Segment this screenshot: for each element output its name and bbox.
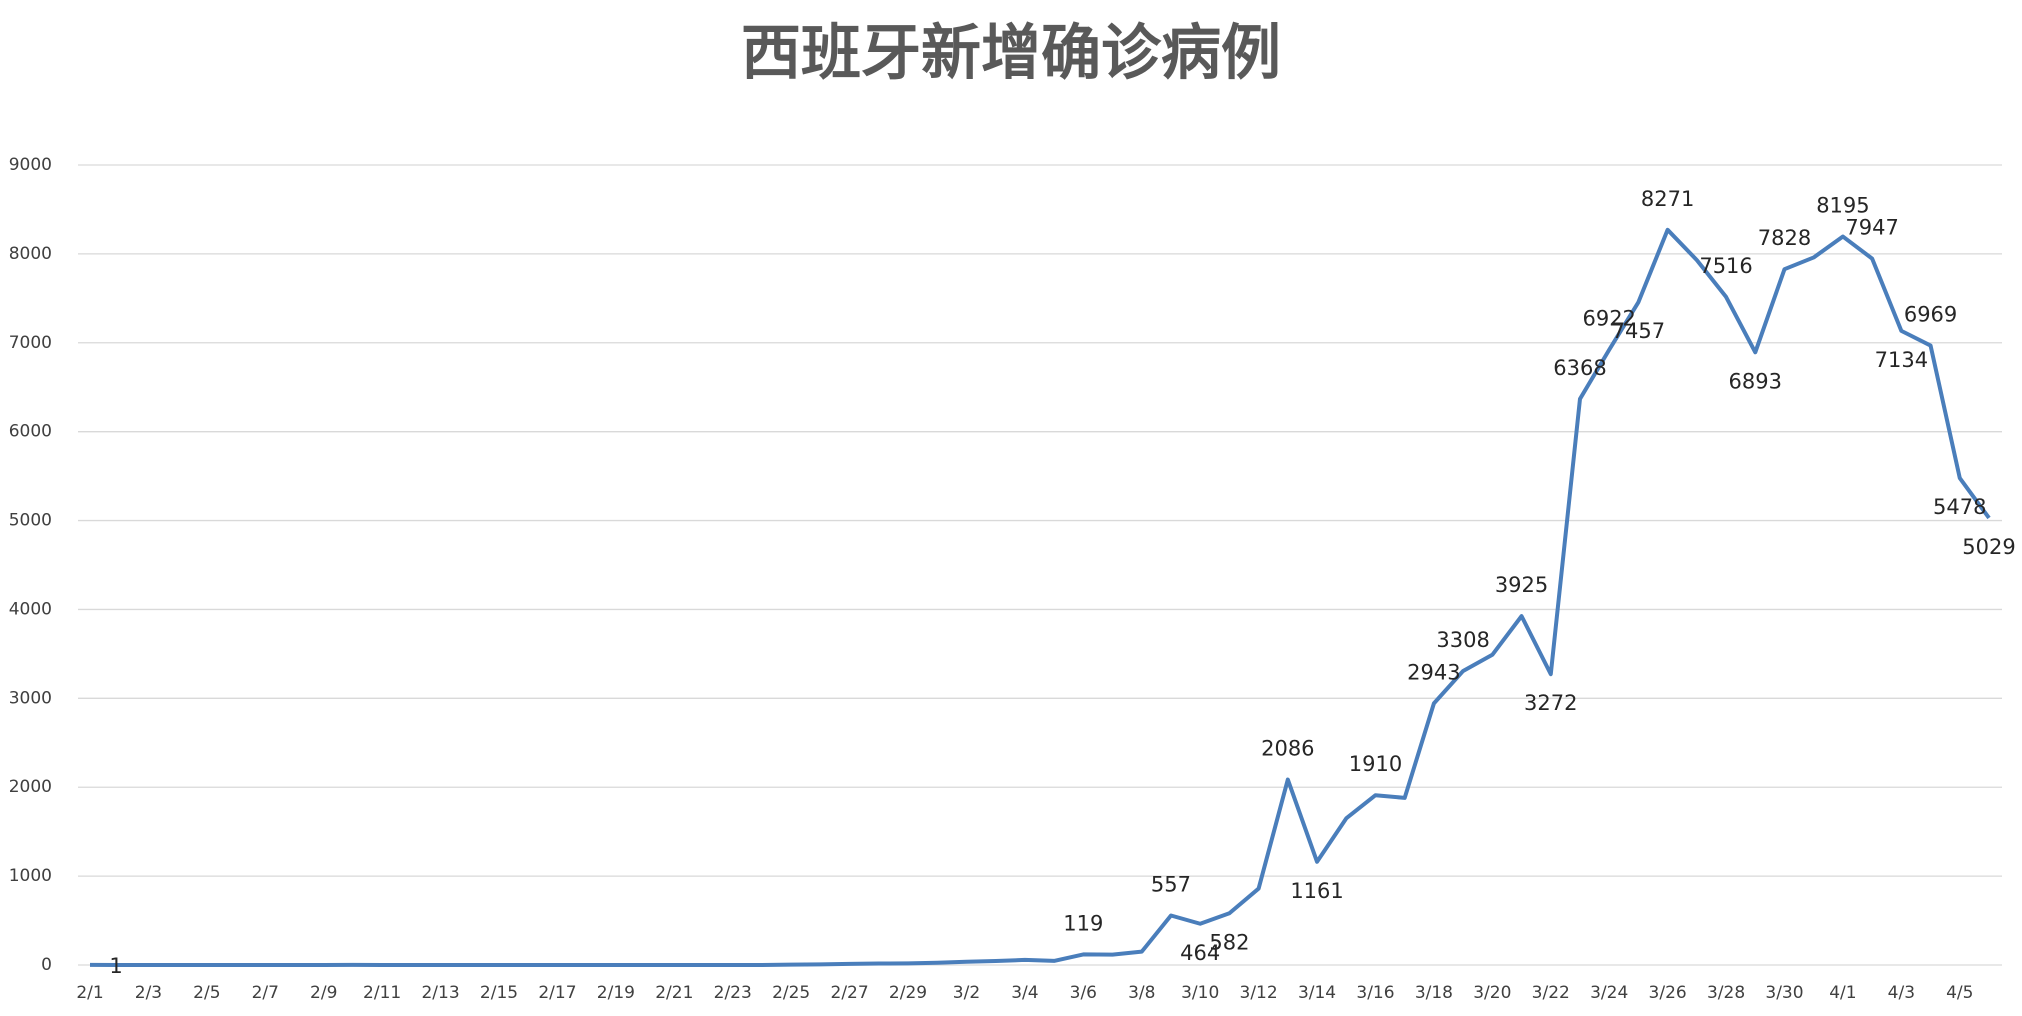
data-label: 5029 <box>1962 535 2015 559</box>
data-label: 6969 <box>1904 303 1957 327</box>
x-tick-label: 2/25 <box>772 983 810 1003</box>
x-tick-label: 3/8 <box>1128 983 1155 1003</box>
data-label: 464 <box>1180 941 1220 965</box>
y-tick-label: 8000 <box>9 244 52 264</box>
y-tick-label: 9000 <box>9 155 52 175</box>
data-label: 7516 <box>1699 254 1752 278</box>
data-label: 3272 <box>1524 691 1577 715</box>
x-tick-label: 2/15 <box>480 983 518 1003</box>
x-tick-label: 2/3 <box>135 983 162 1003</box>
x-tick-label: 3/22 <box>1532 983 1570 1003</box>
y-tick-label: 4000 <box>9 599 52 619</box>
y-tick-label: 0 <box>41 955 52 975</box>
data-label: 8195 <box>1816 194 1869 218</box>
data-label: 2086 <box>1261 737 1314 761</box>
data-line <box>89 227 1991 967</box>
data-label: 6368 <box>1553 356 1606 380</box>
x-tick-label: 3/24 <box>1590 983 1628 1003</box>
data-label: 582 <box>1209 930 1249 954</box>
x-tick-label: 3/28 <box>1707 983 1745 1003</box>
x-tick-label: 2/17 <box>538 983 576 1003</box>
data-label: 3925 <box>1495 573 1548 597</box>
x-tick-label: 2/5 <box>193 983 220 1003</box>
x-tick-label: 3/30 <box>1765 983 1803 1003</box>
x-tick-label: 4/5 <box>1946 983 1973 1003</box>
x-tick-label: 4/3 <box>1888 983 1915 1003</box>
x-tick-label: 3/14 <box>1298 983 1336 1003</box>
data-label: 1 <box>109 954 122 978</box>
x-tick-label: 2/23 <box>714 983 752 1003</box>
x-tick-label: 2/13 <box>421 983 459 1003</box>
x-tick-label: 4/1 <box>1829 983 1856 1003</box>
x-tick-label: 2/27 <box>831 983 869 1003</box>
x-tick-label: 2/11 <box>363 983 401 1003</box>
x-tick-label: 3/18 <box>1415 983 1453 1003</box>
data-label: 2943 <box>1407 660 1460 684</box>
y-tick-label: 6000 <box>9 422 52 442</box>
x-tick-label: 3/16 <box>1356 983 1394 1003</box>
data-label: 3308 <box>1436 628 1489 652</box>
x-tick-label: 3/12 <box>1240 983 1278 1003</box>
x-tick-label: 3/4 <box>1011 983 1038 1003</box>
data-label: 8271 <box>1641 187 1694 211</box>
x-tick-label: 2/9 <box>310 983 337 1003</box>
x-tick-label: 2/7 <box>252 983 279 1003</box>
data-label: 6893 <box>1729 369 1782 393</box>
data-label: 1161 <box>1290 879 1343 903</box>
y-tick-label: 5000 <box>9 511 52 531</box>
data-label: 5478 <box>1933 495 1986 519</box>
x-tick-label: 3/20 <box>1473 983 1511 1003</box>
data-label: 7947 <box>1845 216 1898 240</box>
data-label: 557 <box>1151 872 1191 896</box>
x-tick-label: 3/26 <box>1649 983 1687 1003</box>
x-tick-label: 2/19 <box>597 983 635 1003</box>
x-tick-label: 2/1 <box>76 983 103 1003</box>
x-tick-label: 2/21 <box>655 983 693 1003</box>
x-tick-label: 2/29 <box>889 983 927 1003</box>
data-label: 119 <box>1063 911 1103 935</box>
data-label: 7457 <box>1612 319 1665 343</box>
data-label: 7134 <box>1875 348 1928 372</box>
y-tick-label: 3000 <box>9 688 52 708</box>
data-label: 6922 <box>1582 307 1635 331</box>
y-tick-label: 2000 <box>9 777 52 797</box>
y-tick-label: 7000 <box>9 333 52 353</box>
x-tick-label: 3/6 <box>1070 983 1097 1003</box>
data-label: 7828 <box>1758 226 1811 250</box>
x-tick-label: 3/10 <box>1181 983 1219 1003</box>
y-tick-label: 1000 <box>9 866 52 886</box>
chart-title: 西班牙新增确诊病例 <box>741 19 1281 89</box>
data-label: 1910 <box>1349 752 1402 776</box>
x-tick-label: 3/2 <box>953 983 980 1003</box>
